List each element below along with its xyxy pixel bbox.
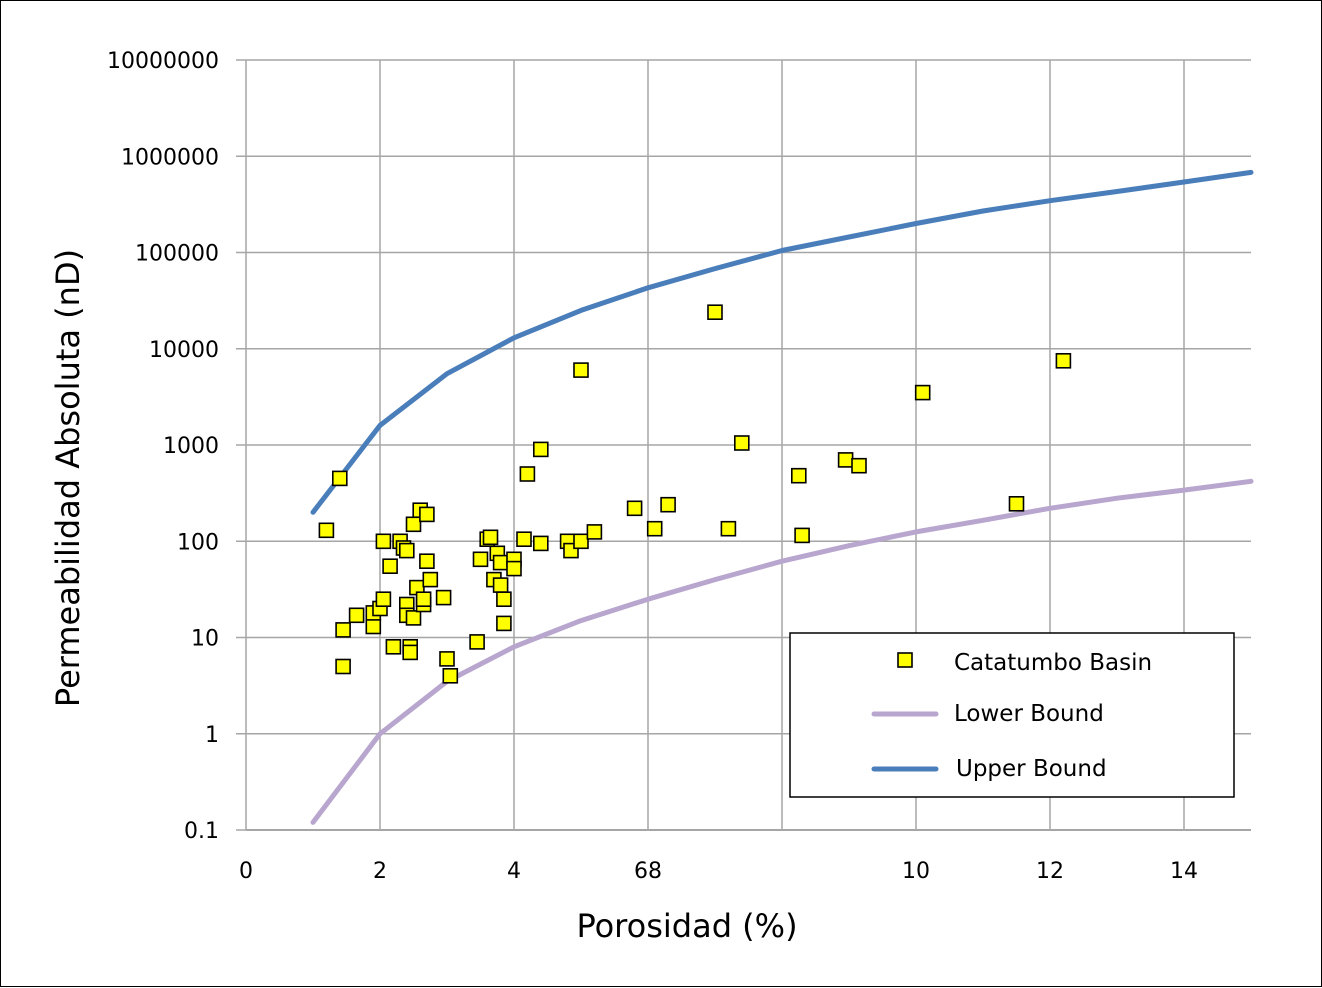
data-point bbox=[1055, 352, 1072, 369]
data-point bbox=[492, 577, 509, 593]
y-tick-label: 10000 bbox=[149, 338, 219, 363]
legend-box bbox=[789, 632, 1235, 798]
y-tick-label: 10 bbox=[191, 627, 219, 652]
data-point bbox=[442, 667, 459, 684]
data-point bbox=[851, 457, 867, 474]
data-point bbox=[519, 466, 536, 482]
data-point bbox=[435, 589, 452, 606]
data-point bbox=[422, 571, 439, 588]
data-point bbox=[348, 607, 365, 624]
data-point bbox=[1008, 495, 1025, 512]
x-tick-label: 0 bbox=[239, 859, 253, 884]
y-tick-label: 1 bbox=[205, 723, 219, 748]
x-axis-title: Porosidad (%) bbox=[576, 907, 797, 945]
data-point bbox=[573, 533, 589, 550]
bound-lines bbox=[310, 169, 1254, 825]
x-tick-label: 12 bbox=[1036, 859, 1064, 884]
data-point bbox=[646, 520, 663, 537]
data-point bbox=[914, 384, 931, 401]
data-point bbox=[586, 524, 603, 540]
legend-marker-catatumbo bbox=[897, 652, 913, 668]
y-tick-label: 100000 bbox=[135, 242, 219, 267]
data-point bbox=[492, 554, 509, 571]
data-point bbox=[472, 551, 489, 568]
tick-labels: 0.1 1 10 100 1000 10000 100000 1000000 10000000 0… bbox=[107, 49, 1198, 884]
data-points bbox=[318, 304, 1072, 684]
data-point bbox=[398, 542, 415, 559]
data-point bbox=[365, 618, 382, 635]
data-point bbox=[469, 634, 485, 650]
data-point bbox=[382, 558, 398, 575]
x-tick-label: 68 bbox=[634, 859, 662, 884]
data-point bbox=[375, 533, 392, 550]
legend-label-catatumbo: Catatumbo Basin bbox=[954, 650, 1152, 676]
lower-bound-line bbox=[310, 478, 1254, 825]
x-tick-label: 14 bbox=[1170, 859, 1198, 884]
data-point bbox=[660, 496, 676, 513]
data-point bbox=[573, 362, 589, 378]
data-point bbox=[385, 638, 402, 655]
legend: Catatumbo Basin Lower Bound Upper Bound bbox=[789, 632, 1235, 798]
y-tick-label: 1000000 bbox=[121, 145, 219, 170]
data-point bbox=[331, 470, 348, 487]
legend-label-lower: Lower Bound bbox=[954, 701, 1104, 727]
data-point bbox=[405, 610, 422, 626]
data-point bbox=[837, 452, 854, 468]
y-tick-label: 10000000 bbox=[107, 49, 219, 74]
data-point bbox=[506, 560, 522, 577]
data-point bbox=[419, 553, 435, 570]
data-point bbox=[419, 506, 435, 523]
y-tick-label: 0.1 bbox=[184, 819, 219, 844]
y-tick-label: 1000 bbox=[163, 434, 219, 459]
y-tick-label: 100 bbox=[177, 530, 219, 555]
data-point bbox=[335, 622, 351, 638]
data-point bbox=[707, 304, 723, 321]
x-tick-label: 10 bbox=[902, 859, 930, 884]
data-point bbox=[375, 591, 392, 608]
upper-bound-line bbox=[310, 169, 1254, 515]
data-point bbox=[516, 531, 532, 548]
grid bbox=[236, 59, 1251, 831]
data-point bbox=[439, 651, 455, 667]
data-point bbox=[496, 591, 512, 608]
x-tick-label: 2 bbox=[373, 859, 387, 884]
x-tick-label: 4 bbox=[507, 859, 521, 884]
data-point bbox=[626, 500, 643, 517]
y-axis-title: Permeabilidad Absoluta (nD) bbox=[49, 249, 87, 707]
data-point bbox=[405, 516, 422, 533]
data-point bbox=[402, 644, 419, 661]
data-point bbox=[790, 467, 807, 484]
data-point bbox=[532, 535, 549, 552]
legend-label-upper: Upper Bound bbox=[956, 756, 1107, 782]
data-point bbox=[532, 441, 549, 458]
data-point bbox=[720, 520, 737, 537]
data-point bbox=[733, 435, 750, 451]
data-point bbox=[415, 591, 432, 608]
data-point bbox=[496, 615, 512, 632]
data-point bbox=[318, 522, 335, 539]
data-point bbox=[794, 527, 810, 544]
data-point bbox=[335, 658, 351, 675]
data-point bbox=[482, 529, 499, 546]
